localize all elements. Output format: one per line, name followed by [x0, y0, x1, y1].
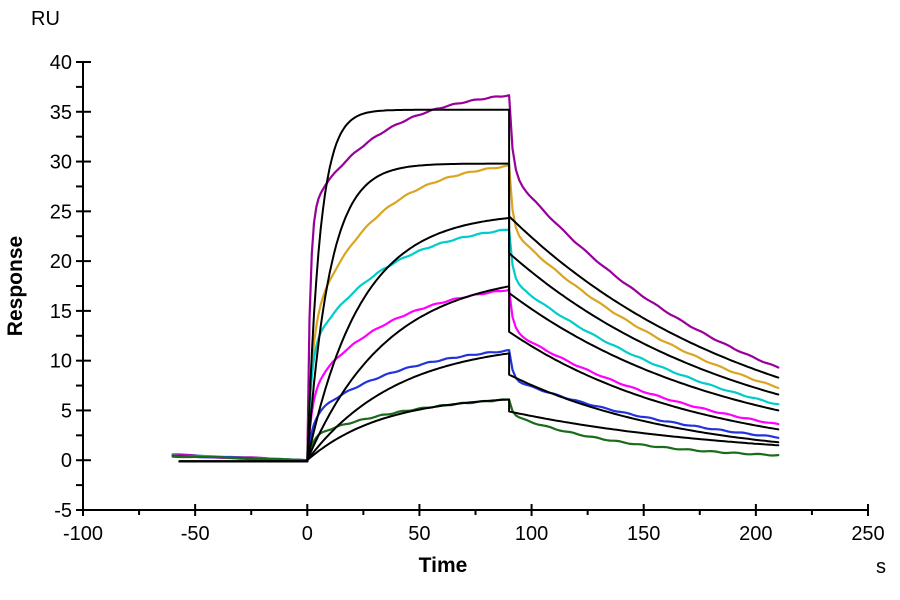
y-tick-label: 20 — [50, 251, 72, 273]
x-tick-label: 100 — [515, 523, 548, 545]
y-tick-label: 35 — [50, 102, 72, 124]
curve-conc-3-fit — [178, 217, 780, 463]
y-axis-unit-label: RU — [31, 8, 60, 30]
y-tick-label: 15 — [50, 301, 72, 323]
curve-conc-5-measured — [171, 349, 780, 462]
x-tick-label: -100 — [63, 523, 103, 545]
curve-conc-5-fit — [178, 352, 780, 463]
curve-conc-3-measured — [171, 228, 780, 462]
curve-conc-4-fit — [178, 285, 780, 463]
y-tick-label: 0 — [61, 450, 72, 472]
y-tick-label: 30 — [50, 152, 72, 174]
curve-conc-1-measured — [171, 94, 780, 462]
x-tick-label: 250 — [851, 523, 884, 545]
x-axis-unit-label: s — [876, 556, 886, 578]
x-tick-label: 50 — [408, 523, 430, 545]
y-tick-label: -5 — [54, 500, 72, 522]
x-tick-label: 0 — [302, 523, 313, 545]
y-tick-label: 5 — [61, 400, 72, 422]
x-axis-title: Time — [418, 554, 468, 577]
x-tick-label: 150 — [627, 523, 660, 545]
x-tick-label: -50 — [181, 523, 210, 545]
curve-conc-2-fit — [178, 162, 780, 463]
curve-conc-6-fit — [178, 398, 780, 463]
curve-conc-1-fit — [178, 108, 780, 463]
curve-conc-2-measured — [171, 164, 780, 462]
y-tick-label: 40 — [50, 52, 72, 74]
y-tick-label: 25 — [50, 201, 72, 223]
y-tick-label: 10 — [50, 351, 72, 373]
curve-conc-4-measured — [171, 288, 780, 462]
x-tick-label: 200 — [739, 523, 772, 545]
y-axis-title: Response — [4, 235, 27, 337]
